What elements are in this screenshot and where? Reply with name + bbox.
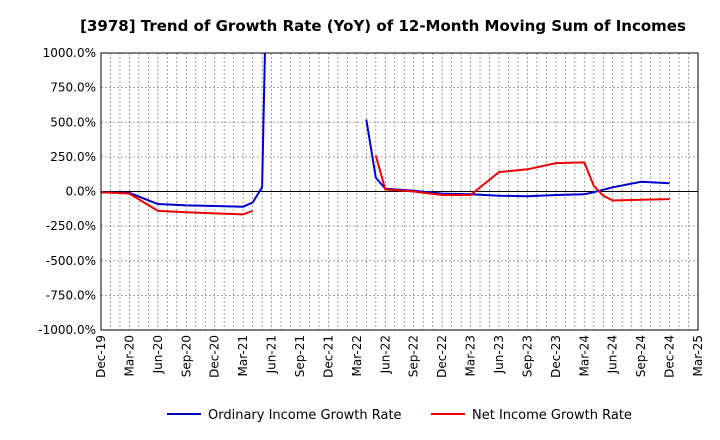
x-tick-label: Sep-24: [634, 335, 648, 377]
x-tick-label: Jun-21: [265, 335, 279, 374]
y-tick-label: 750.0%: [50, 81, 96, 95]
y-tick-label: -250.0%: [46, 219, 96, 233]
x-tick-label: Jun-22: [378, 335, 392, 374]
x-tick-label: Mar-24: [577, 335, 591, 376]
y-tick-label: -500.0%: [46, 254, 96, 268]
x-tick-label: Dec-22: [435, 335, 449, 378]
x-tick-label: Jun-23: [492, 335, 506, 374]
x-axis-ticks: Dec-19 Mar-20 Jun-20 Sep-20 Dec-20 Mar-21 Jun-…: [94, 335, 705, 378]
x-tick-label: Sep-23: [520, 335, 534, 377]
plot-frame: [100, 52, 699, 331]
y-tick-label: 250.0%: [50, 150, 96, 164]
x-tick-label: Mar-20: [122, 335, 136, 376]
x-tick-label: Mar-23: [464, 335, 478, 376]
y-tick-label: 1000.0%: [43, 46, 96, 60]
x-tick-label: Dec-20: [208, 335, 222, 378]
y-tick-label: 0.0%: [66, 185, 97, 199]
x-tick-label: Dec-24: [663, 335, 677, 378]
y-tick-label: -1000.0%: [38, 323, 96, 337]
x-tick-label: Jun-24: [606, 335, 620, 374]
x-tick-label: Dec-23: [549, 335, 563, 378]
x-tick-label: Jun-20: [151, 335, 165, 374]
y-axis-ticks: 1000.0% 750.0% 500.0% 250.0% 0.0% -250.0% -500…: [38, 46, 96, 337]
series-line-2: [101, 191, 253, 216]
x-tick-label: Dec-19: [94, 335, 108, 378]
x-tick-label: Sep-22: [407, 335, 421, 377]
grid-lines: [101, 52, 698, 331]
x-tick-label: Mar-22: [350, 335, 364, 376]
x-tick-label: Mar-25: [691, 335, 705, 376]
x-tick-label: Sep-20: [179, 335, 193, 377]
series-lines: [101, 53, 670, 216]
series-line-2: [374, 155, 670, 202]
x-tick-label: Sep-21: [293, 335, 307, 377]
legend-label: Ordinary Income Growth Rate: [208, 408, 402, 423]
y-tick-label: 500.0%: [50, 115, 96, 129]
series-line-1: [101, 53, 266, 208]
x-tick-label: Mar-21: [236, 335, 250, 376]
legend: Ordinary Income Growth Rate Net Income Gr…: [167, 408, 632, 423]
chart-title: [3978] Trend of Growth Rate (YoY) of 12-…: [80, 17, 686, 35]
y-tick-label: -750.0%: [46, 288, 96, 302]
legend-label: Net Income Growth Rate: [472, 408, 632, 423]
x-tick-label: Dec-21: [321, 335, 335, 378]
